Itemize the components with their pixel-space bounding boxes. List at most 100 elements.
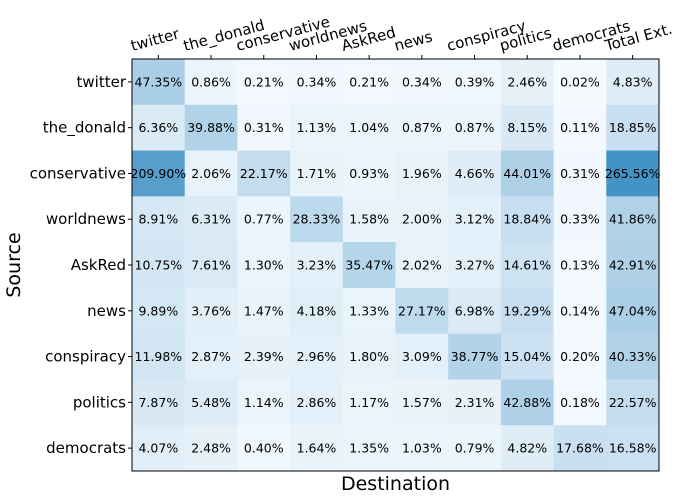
cell-value-label: 0.87%	[455, 120, 495, 135]
heatmap-cell	[448, 104, 502, 152]
cell-value-label: 1.71%	[297, 166, 337, 181]
heatmap-cell	[500, 379, 555, 426]
cell-value-label: 11.98%	[135, 349, 183, 364]
cell-value-label: 42.91%	[609, 258, 657, 273]
heatmap-cell	[184, 104, 238, 152]
heatmap-cell	[553, 333, 607, 380]
cell-value-label: 0.20%	[560, 349, 600, 364]
x-axis-label: Destination	[341, 473, 450, 495]
cell-value-label: 2.48%	[191, 441, 231, 456]
heatmap-cell	[342, 379, 396, 426]
cell-value-label: 35.47%	[345, 258, 393, 273]
heatmap-cell	[448, 287, 502, 335]
cell-value-label: 22.57%	[609, 395, 657, 410]
heatmap-cell	[606, 333, 660, 380]
cell-value-label: 28.33%	[293, 212, 341, 227]
cell-value-label: 0.18%	[560, 395, 600, 410]
cell-value-label: 0.39%	[455, 74, 495, 89]
heatmap-cell	[184, 242, 238, 289]
cell-value-label: 209.90%	[131, 166, 187, 181]
y-tick-label: democrats	[46, 439, 126, 457]
heatmap-cell	[606, 287, 660, 335]
y-tick-label: AskRed	[71, 256, 126, 274]
heatmap-cell	[132, 59, 186, 106]
cell-value-label: 41.86%	[609, 212, 657, 227]
cell-value-label: 1.64%	[297, 441, 337, 456]
heatmap-cell	[290, 196, 344, 243]
heatmap-cell	[132, 333, 186, 380]
cell-value-label: 0.87%	[402, 120, 442, 135]
cell-value-label: 18.85%	[609, 120, 657, 135]
cell-value-label: 0.13%	[560, 258, 600, 273]
heatmap-cell	[132, 379, 186, 426]
y-tick-label: twitter	[77, 73, 127, 91]
cell-value-label: 265.56%	[605, 166, 661, 181]
heatmap-cell	[448, 333, 502, 380]
cell-value-label: 1.35%	[349, 441, 389, 456]
cell-value-label: 0.77%	[244, 212, 284, 227]
cell-value-label: 19.29%	[503, 303, 551, 318]
cell-value-label: 1.80%	[349, 349, 389, 364]
heatmap-cell	[553, 104, 607, 152]
y-tick-label: conservative	[30, 164, 126, 182]
heatmap-cell	[606, 379, 660, 426]
y-tick-label: worldnews	[46, 210, 126, 228]
cell-value-label: 16.58%	[609, 441, 657, 456]
heatmap-cell	[184, 150, 238, 197]
heatmap-cell	[290, 333, 344, 380]
cell-value-label: 1.58%	[349, 212, 389, 227]
heatmap-cell	[395, 425, 449, 472]
cell-value-label: 3.09%	[402, 349, 442, 364]
y-axis-label: Source	[3, 232, 25, 297]
heatmap-cell	[237, 104, 291, 152]
heatmap-cell	[342, 425, 396, 472]
y-tick-labels: twitter the_donald conservative worldnews As…	[30, 73, 132, 457]
heatmap-cell	[448, 379, 502, 426]
heatmap-cell	[290, 379, 344, 426]
heatmap-cell	[395, 196, 449, 243]
heatmap-cell	[290, 242, 344, 289]
heatmap-cell	[448, 425, 502, 472]
cell-value-label: 27.17%	[398, 303, 446, 318]
y-tick-label: politics	[73, 393, 126, 411]
cell-value-label: 0.21%	[349, 74, 389, 89]
cell-value-label: 2.02%	[402, 258, 442, 273]
heatmap-cell	[132, 425, 186, 472]
cell-value-label: 4.18%	[297, 303, 337, 318]
cell-value-label: 1.33%	[349, 303, 389, 318]
heatmap-cell	[606, 104, 660, 152]
cell-value-label: 0.86%	[191, 74, 231, 89]
heatmap-cells	[132, 59, 660, 472]
cell-value-label: 6.31%	[191, 212, 231, 227]
cell-value-label: 9.89%	[138, 303, 178, 318]
cell-value-label: 0.34%	[297, 74, 337, 89]
heatmap-cell	[342, 104, 396, 152]
cell-value-label: 4.83%	[613, 74, 653, 89]
heatmap-cell	[500, 287, 555, 335]
cell-value-label: 0.34%	[402, 74, 442, 89]
heatmap-cell	[500, 150, 555, 197]
cell-value-label: 39.88%	[187, 120, 235, 135]
heatmap-cell	[132, 104, 186, 152]
cell-value-label: 3.12%	[455, 212, 495, 227]
cell-value-label: 1.14%	[244, 395, 284, 410]
heatmap-cell	[184, 59, 238, 106]
cell-value-label: 22.17%	[240, 166, 288, 181]
heatmap-cell	[553, 379, 607, 426]
heatmap-cell	[237, 150, 291, 197]
heatmap-cell	[290, 59, 344, 106]
cell-value-label: 47.04%	[609, 303, 657, 318]
heatmap-cell	[132, 196, 186, 243]
x-tick-label: twitter	[129, 24, 182, 54]
cell-value-label: 7.87%	[138, 395, 178, 410]
heatmap-cell	[395, 287, 449, 335]
cell-value-label: 0.11%	[560, 120, 600, 135]
cell-value-label: 10.75%	[135, 258, 183, 273]
cell-value-label: 1.57%	[402, 395, 442, 410]
heatmap-cell	[553, 196, 607, 243]
heatmap-cell	[237, 59, 291, 106]
cell-value-label: 2.87%	[191, 349, 231, 364]
heatmap-cell	[290, 425, 344, 472]
y-tick-label: news	[87, 302, 126, 320]
cell-value-label: 42.88%	[503, 395, 551, 410]
